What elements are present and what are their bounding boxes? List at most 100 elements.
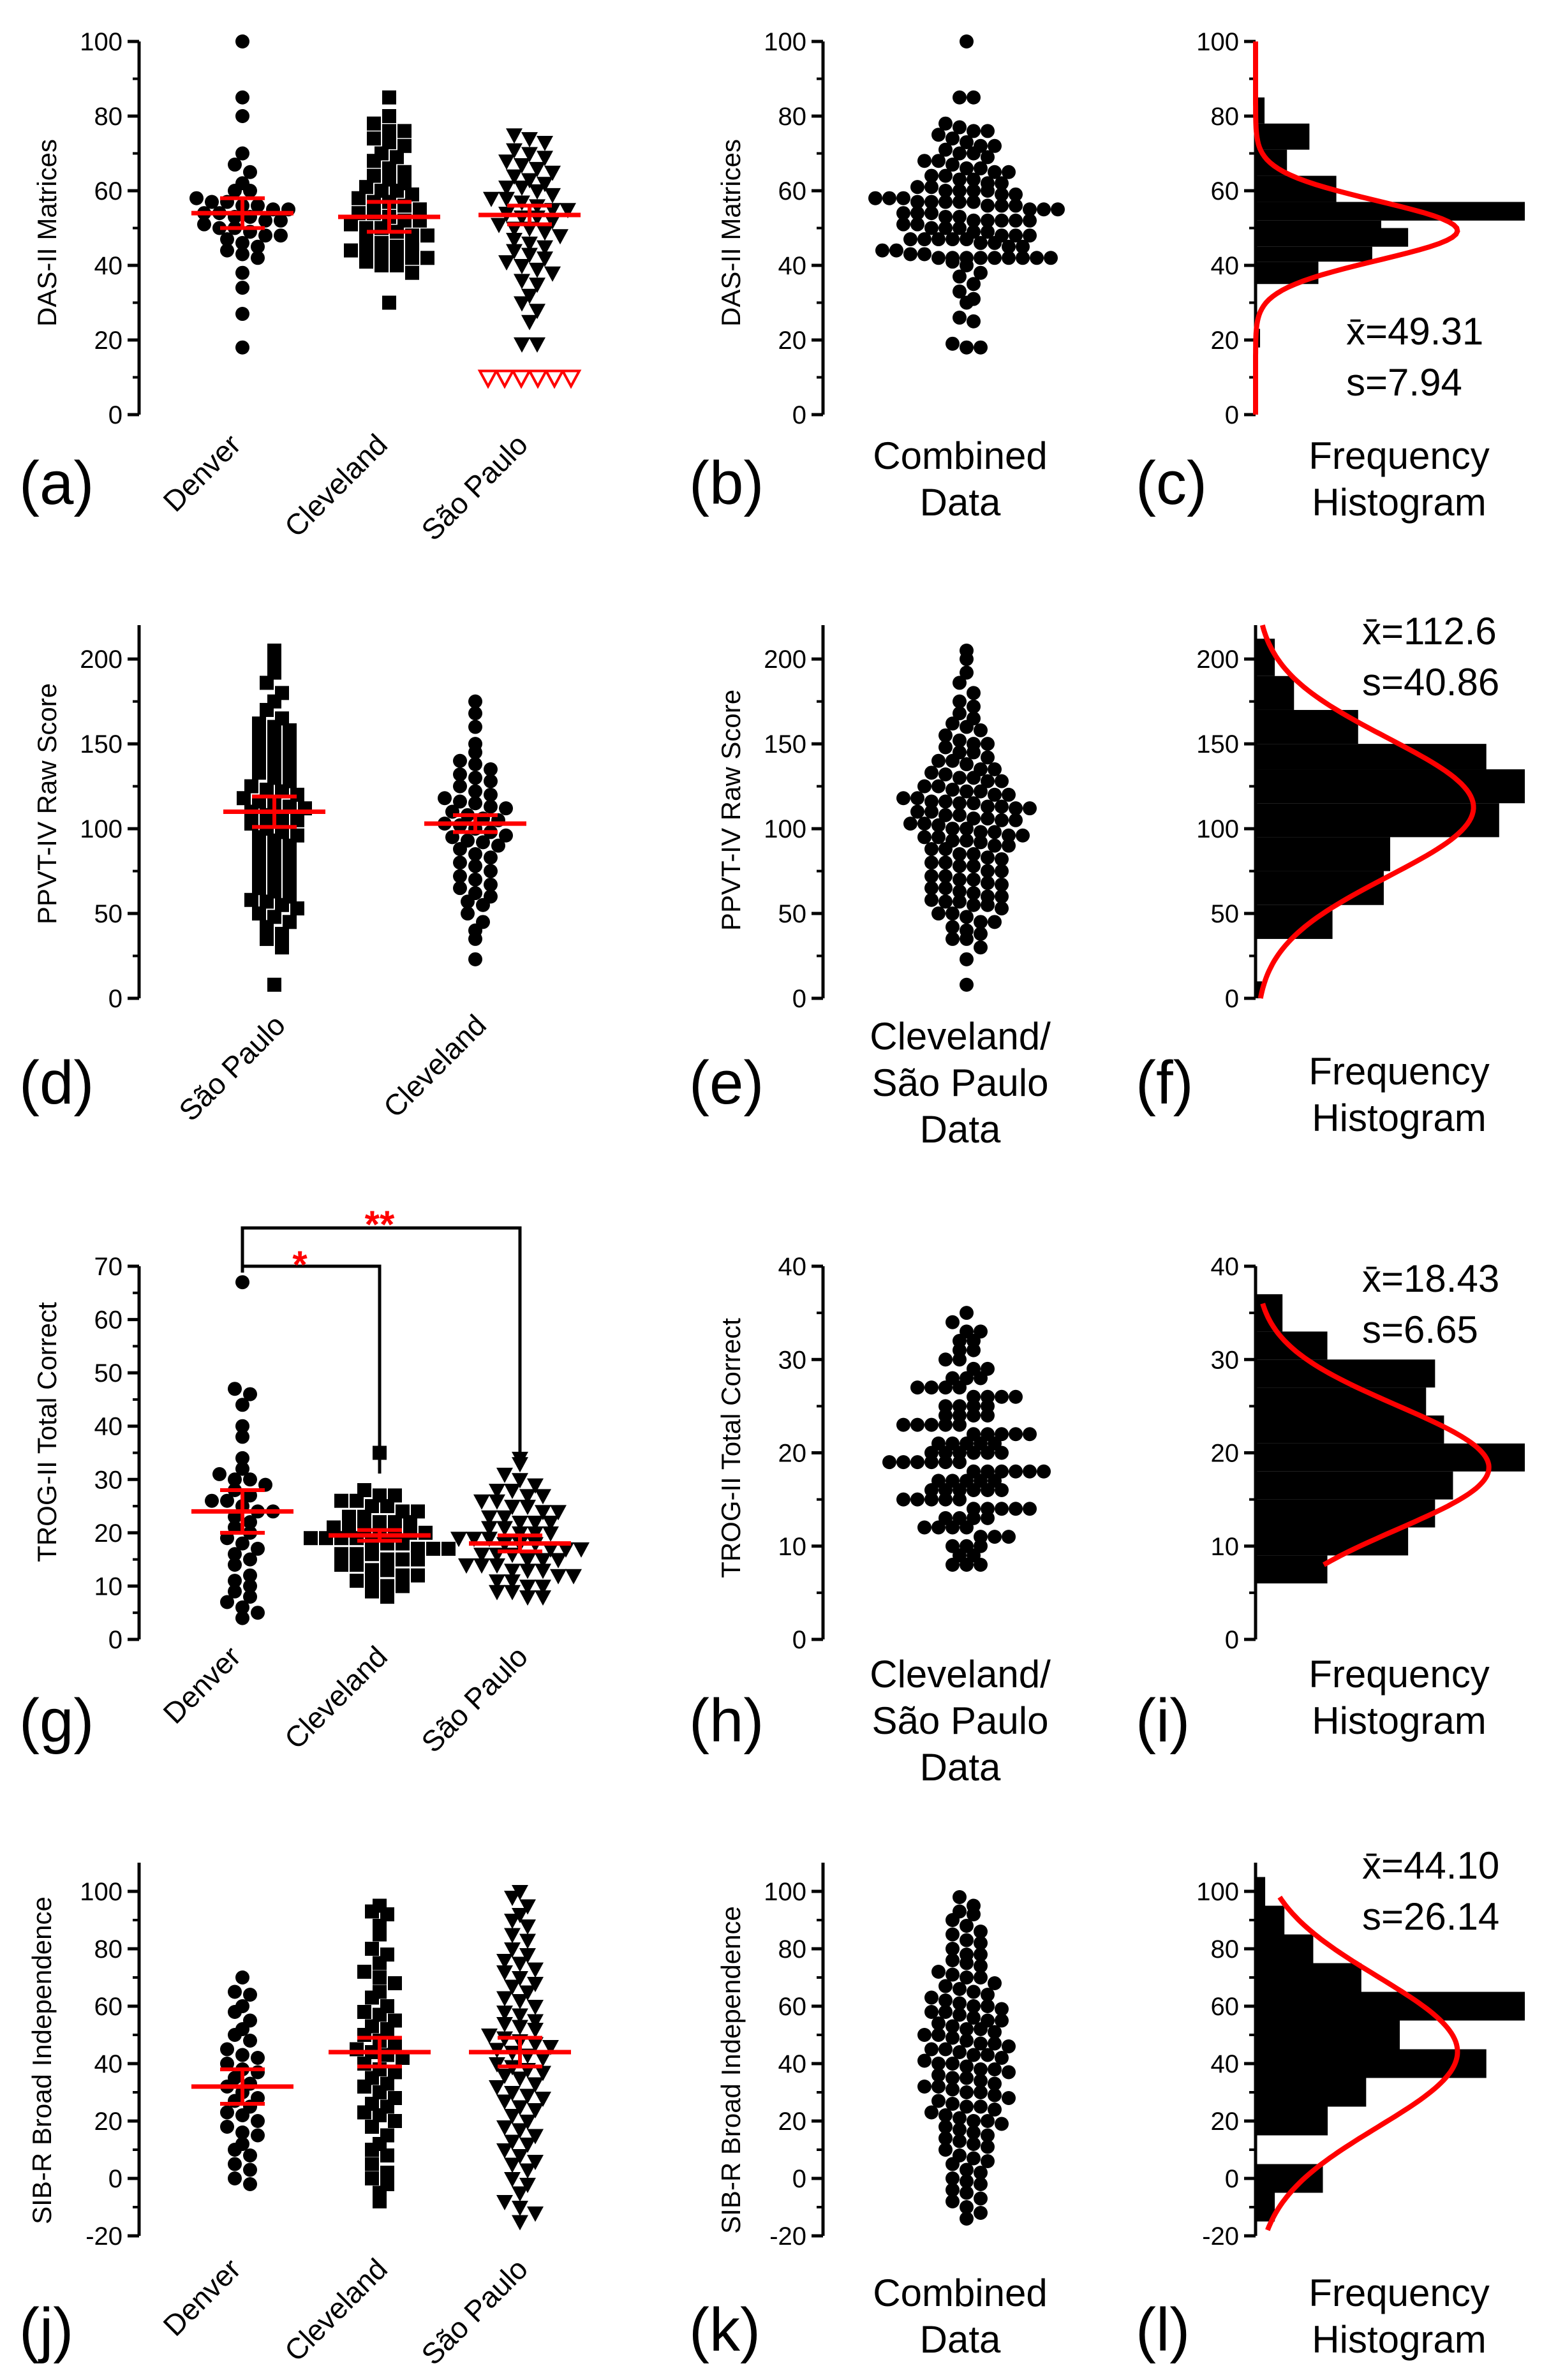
data-point <box>235 1419 249 1433</box>
data-point <box>514 296 530 312</box>
y-tick-label-d: 200 <box>80 646 122 674</box>
data-point <box>504 1891 521 1906</box>
data-point <box>995 852 1009 866</box>
data-point <box>974 915 988 929</box>
data-point <box>1002 2091 1016 2105</box>
data-point <box>512 2149 528 2164</box>
data-point <box>946 2171 960 2185</box>
data-point <box>995 889 1009 904</box>
data-point <box>350 1558 364 1572</box>
data-point <box>344 217 358 232</box>
data-point <box>468 784 482 799</box>
data-point <box>411 1541 425 1556</box>
data-point <box>235 1970 249 1985</box>
data-point <box>960 2099 974 2114</box>
data-point <box>519 1919 536 1935</box>
data-point <box>974 825 988 839</box>
y-tick-label-i: 0 <box>1225 1626 1239 1654</box>
data-point <box>946 1520 960 1535</box>
data-point <box>1023 1464 1037 1479</box>
data-point <box>1002 2065 1016 2080</box>
data-point <box>995 1502 1009 1516</box>
data-point <box>946 2194 960 2208</box>
data-point <box>468 771 482 785</box>
data-point <box>953 859 967 873</box>
data-point <box>260 931 274 946</box>
data-point <box>357 2057 371 2071</box>
data-point <box>365 2143 379 2157</box>
data-point <box>373 2085 387 2099</box>
data-point <box>403 1515 417 1530</box>
caption-b-1: Combined <box>873 434 1048 477</box>
data-point <box>468 796 482 811</box>
data-point <box>466 1532 482 1548</box>
data-point <box>489 1574 505 1590</box>
data-point <box>411 1568 425 1583</box>
data-point <box>327 1520 341 1535</box>
data-point <box>512 2071 528 2087</box>
data-point <box>1009 801 1023 816</box>
caption-e-1: Cleveland/ <box>870 1015 1051 1058</box>
data-point <box>535 1579 551 1595</box>
data-point <box>995 813 1009 827</box>
data-point <box>995 2117 1009 2131</box>
data-point <box>367 168 381 183</box>
data-point <box>938 894 953 909</box>
data-point <box>988 762 1002 777</box>
histogram-bar <box>1256 769 1525 804</box>
data-point <box>504 1585 521 1600</box>
data-point <box>252 881 266 896</box>
data-point <box>380 1590 394 1604</box>
data-point <box>496 1521 513 1537</box>
data-point <box>988 251 1002 265</box>
data-point <box>995 901 1009 916</box>
data-point <box>527 2103 544 2118</box>
data-point <box>252 740 266 755</box>
data-point <box>946 2183 960 2197</box>
data-point <box>1002 165 1016 179</box>
histogram-bar <box>1256 744 1487 770</box>
data-point <box>917 779 931 794</box>
data-point <box>542 1516 559 1532</box>
data-point <box>212 1467 226 1481</box>
data-point <box>453 779 467 794</box>
data-point <box>237 791 251 806</box>
data-point <box>946 131 960 146</box>
data-point <box>228 2143 242 2157</box>
data-point <box>519 2163 536 2179</box>
data-point <box>537 251 553 267</box>
y-tick-label-h: 10 <box>778 1533 807 1561</box>
data-point <box>220 243 234 258</box>
data-point <box>274 213 288 228</box>
data-point <box>228 184 242 198</box>
data-point <box>243 1590 257 1604</box>
data-point <box>365 1574 379 1588</box>
histogram-bar <box>1256 1963 1361 1992</box>
data-point <box>258 228 272 243</box>
data-point <box>995 1445 1009 1460</box>
data-point <box>960 822 974 836</box>
data-point <box>938 168 953 183</box>
y-tick-label-g: 40 <box>94 1413 123 1441</box>
row-4: SIB-R Broad Independence -20 0 20 40 60 80 100… <box>19 1844 1525 2371</box>
data-point <box>960 977 974 992</box>
data-point <box>367 131 381 146</box>
data-point <box>988 2025 1002 2039</box>
data-point <box>251 1606 265 1620</box>
group-label-j-2: Cleveland <box>278 2252 394 2367</box>
data-point <box>453 869 467 883</box>
data-point <box>228 2005 242 2019</box>
data-point <box>357 1509 371 1524</box>
data-point <box>946 2097 960 2111</box>
data-point <box>938 2143 953 2157</box>
y-tick-label-f: 0 <box>1225 985 1239 1013</box>
data-point <box>405 187 419 202</box>
data-point <box>283 876 297 891</box>
data-point <box>967 1999 981 2013</box>
data-point <box>946 2071 960 2085</box>
data-point <box>365 1563 379 1578</box>
data-point <box>953 872 967 887</box>
data-point <box>243 1387 257 1401</box>
data-point <box>981 124 995 138</box>
